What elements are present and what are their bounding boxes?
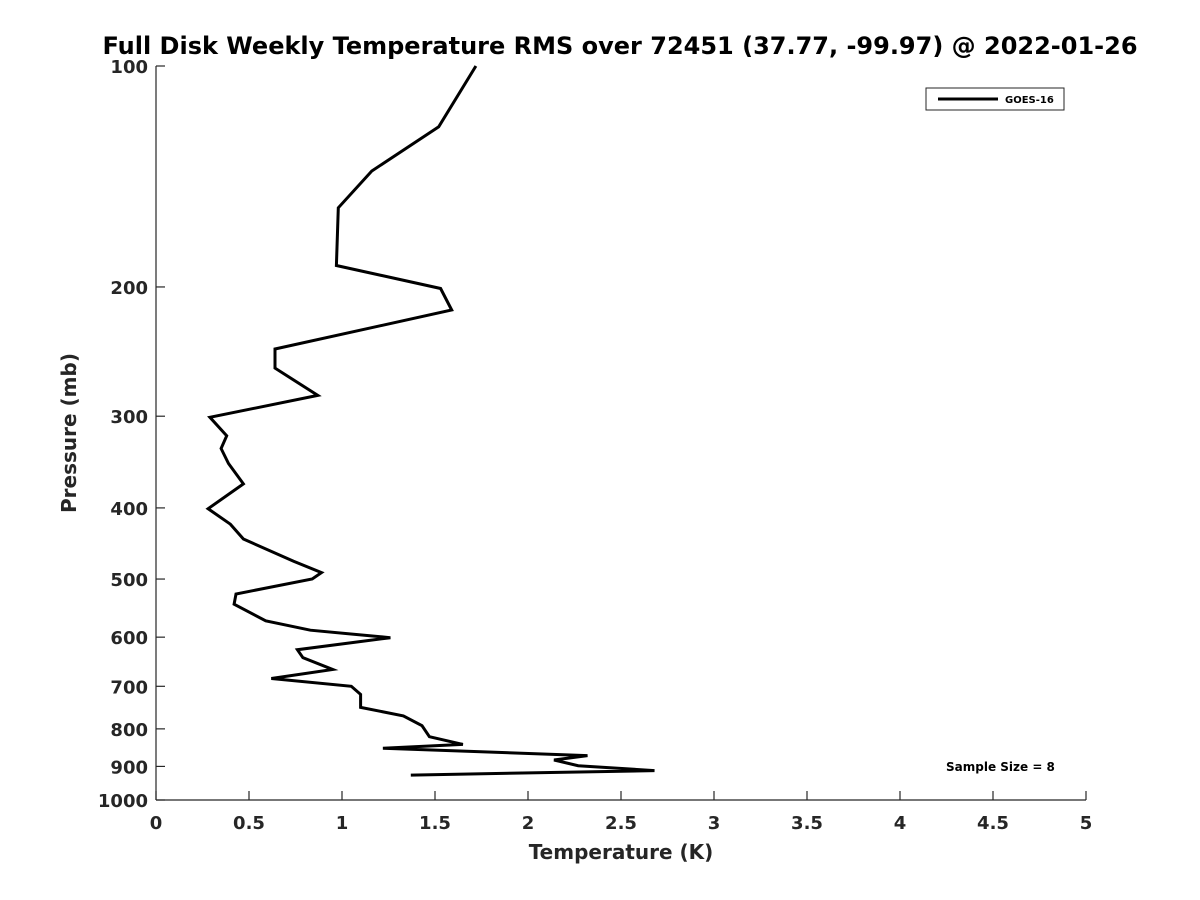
y-axis-ticks: 100 200 300 400 500 600 700 800 900 1000 — [98, 57, 165, 812]
x-tick-label: 1.5 — [419, 813, 451, 834]
y-tick-label: 200 — [110, 278, 148, 299]
y-tick-label: 600 — [110, 628, 148, 649]
y-tick-label: 100 — [110, 57, 148, 78]
y-tick-label: 400 — [110, 499, 148, 520]
y-tick-label: 500 — [110, 570, 148, 591]
x-tick-label: 0.5 — [233, 813, 265, 834]
y-tick-label: 800 — [110, 720, 148, 741]
x-tick-label: 3.5 — [791, 813, 823, 834]
x-tick-label: 2 — [522, 813, 535, 834]
y-tick-label: 900 — [110, 757, 148, 778]
x-axis-ticks: 0 0.5 1 1.5 2 2.5 3 3.5 4 4.5 5 — [150, 791, 1093, 834]
chart-title: Full Disk Weekly Temperature RMS over 72… — [102, 32, 1137, 60]
x-tick-label: 5 — [1080, 813, 1093, 834]
legend: GOES-16 — [925, 87, 1065, 111]
series-layer — [205, 65, 655, 777]
legend-label-goes16: GOES-16 — [1005, 95, 1054, 106]
y-tick-label: 300 — [110, 407, 148, 428]
y-axis-label: Pressure (mb) — [57, 353, 81, 513]
x-axis-label: Temperature (K) — [529, 840, 714, 864]
x-tick-label: 2.5 — [605, 813, 637, 834]
y-tick-label: 700 — [110, 677, 148, 698]
x-tick-label: 1 — [336, 813, 349, 834]
x-tick-label: 4.5 — [977, 813, 1009, 834]
x-tick-label: 0 — [150, 813, 163, 834]
x-tick-label: 4 — [894, 813, 907, 834]
sample-size-annotation: Sample Size = 8 — [946, 760, 1055, 774]
series-line-goes-16 — [205, 65, 655, 777]
x-tick-label: 3 — [708, 813, 721, 834]
y-tick-label: 1000 — [98, 791, 148, 812]
